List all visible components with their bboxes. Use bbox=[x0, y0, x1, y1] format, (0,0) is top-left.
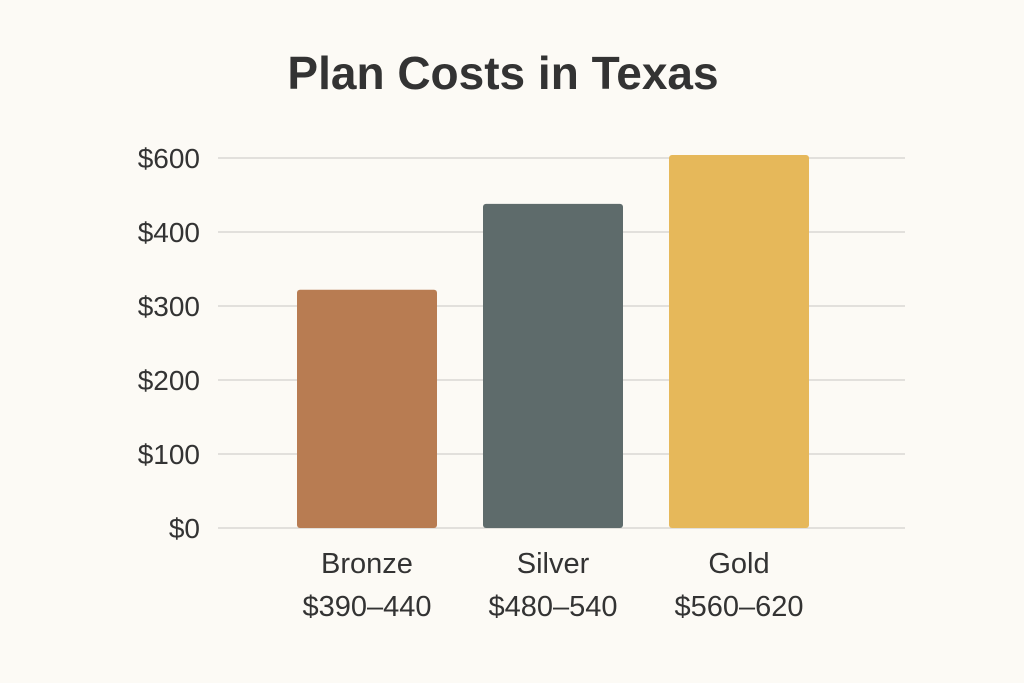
y-tick-label: $600 bbox=[138, 143, 200, 174]
x-tick-label: Silver bbox=[517, 548, 590, 580]
bar-gold bbox=[669, 155, 809, 529]
x-tick-label: Bronze bbox=[321, 548, 413, 580]
price-range-label: $390–440 bbox=[302, 591, 431, 623]
y-tick-label: $300 bbox=[138, 291, 200, 322]
price-range-label: $480–540 bbox=[488, 591, 617, 623]
bar-bronze bbox=[297, 289, 437, 528]
y-tick-label: $200 bbox=[138, 365, 200, 396]
y-tick-label: $0 bbox=[169, 513, 200, 544]
chart-title: Plan Costs in Texas bbox=[287, 47, 719, 99]
y-tick-label: $400 bbox=[138, 217, 200, 248]
x-tick-label: Gold bbox=[708, 548, 769, 580]
y-tick-label: $100 bbox=[138, 439, 200, 470]
price-range-label: $560–620 bbox=[674, 591, 803, 623]
bar-silver bbox=[483, 203, 623, 528]
